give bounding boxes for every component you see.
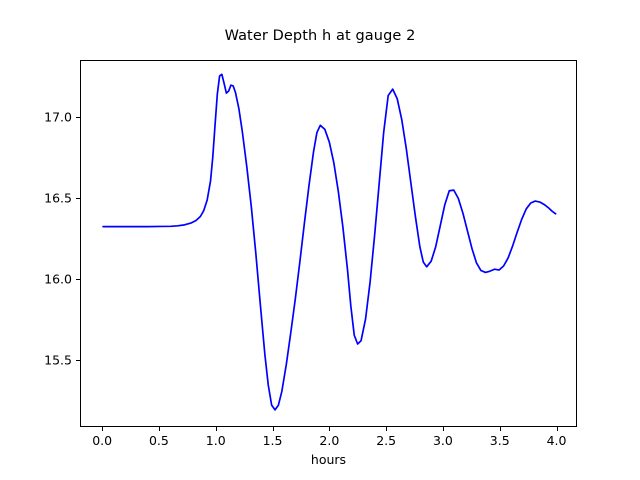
x-tick-label: 1.5: [262, 433, 283, 448]
x-tick-mark: [386, 427, 388, 431]
x-tick-mark: [102, 427, 104, 431]
y-tick-mark: [76, 117, 80, 119]
x-tick-mark: [329, 427, 331, 431]
y-tick-mark: [76, 198, 80, 200]
chart-title: Water Depth h at gauge 2: [224, 28, 416, 44]
series-line-h-at-gauge-2: [102, 73, 557, 411]
y-tick-mark: [76, 279, 80, 281]
x-tick-label: 3.0: [432, 433, 453, 448]
x-tick-mark: [556, 427, 558, 431]
plot-area: [80, 60, 577, 427]
x-tick-mark: [158, 427, 161, 431]
y-tick-label: 15.5: [44, 352, 72, 368]
x-tick-label: 3.5: [489, 433, 510, 448]
x-tick-label: 0.5: [148, 433, 169, 448]
x-tick-label: 0.0: [92, 433, 113, 448]
x-tick-label: 2.5: [376, 433, 397, 448]
x-tick-mark: [272, 427, 274, 431]
y-tick-label: 16.5: [44, 190, 72, 206]
y-tick-mark: [76, 359, 80, 361]
data-line-series: [102, 73, 557, 411]
x-tick-label: 2.0: [319, 433, 340, 448]
x-tick-mark: [215, 427, 217, 431]
x-tick-label: 1.0: [205, 433, 226, 448]
y-tick-label: 16.0: [44, 271, 72, 287]
x-tick-mark: [499, 427, 501, 431]
x-axis-label: hours: [310, 452, 347, 467]
x-tick-mark: [442, 427, 445, 431]
x-tick-label: 4.0: [546, 433, 567, 448]
y-tick-label: 17.0: [44, 109, 72, 125]
